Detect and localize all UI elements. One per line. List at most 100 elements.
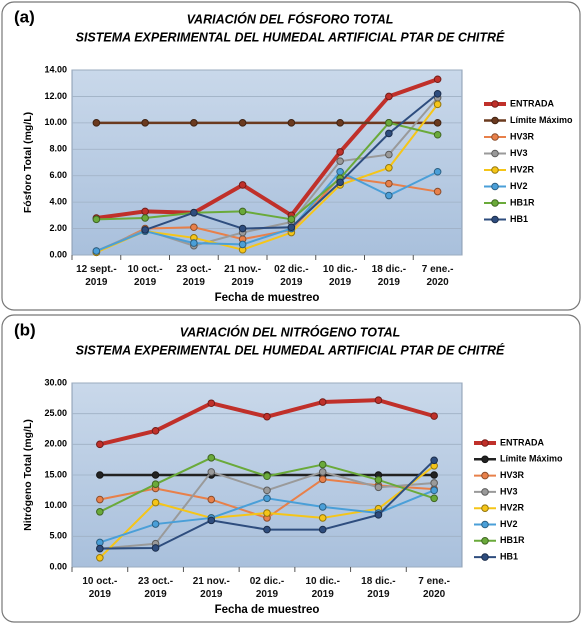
y-tick-label: 6.00 (49, 170, 67, 180)
legend-label: HV3R (500, 470, 525, 480)
x-tick-label: 02 dic.- 2019 (249, 576, 285, 600)
legend-label: ENTRADA (510, 98, 554, 108)
data-point (374, 511, 383, 519)
y-tick-label: 30.00 (44, 377, 67, 387)
y-tick-label: 8.00 (49, 144, 67, 154)
data-point (263, 494, 271, 503)
data-point (433, 167, 442, 176)
data-point (430, 456, 438, 465)
data-point (318, 503, 327, 511)
data-point (96, 471, 104, 479)
legend-label: HV2 (500, 519, 518, 529)
data-point (374, 476, 383, 484)
legend-marker (481, 520, 489, 529)
data-point (207, 495, 216, 504)
series-line (95, 170, 439, 252)
legend-marker (491, 199, 499, 207)
data-point (151, 520, 160, 528)
data-point (141, 207, 149, 216)
y-axis-title: Nitrógeno Total (mg/L) (22, 419, 34, 531)
legend-label: HV2R (510, 164, 535, 174)
y-tick-label: 14.00 (44, 64, 67, 74)
series-line (96, 121, 438, 221)
chart-subtitle: SISTEMA EXPERIMENTAL DEL HUMEDAL ARTIFIC… (76, 342, 505, 357)
data-point (151, 480, 160, 489)
x-axis-title: Fecha de muestreo (215, 604, 320, 616)
data-point (151, 427, 160, 435)
legend-marker (491, 182, 499, 191)
y-tick-label: 10.00 (44, 117, 67, 127)
data-point (96, 538, 104, 547)
legend-marker (481, 553, 489, 561)
data-point (385, 191, 393, 200)
data-point (96, 440, 104, 449)
data-point (385, 163, 393, 172)
x-tick-label: 10 dic.- 2019 (322, 264, 358, 288)
data-point (263, 525, 271, 534)
data-point (238, 240, 247, 249)
legend-marker (481, 504, 489, 513)
x-tick-label: 7 ene.- 2020 (421, 264, 454, 288)
data-point (263, 412, 271, 421)
y-tick-label: 20.00 (44, 439, 67, 449)
data-point (430, 412, 438, 420)
x-tick-label: 10 oct.- 2019 (127, 264, 163, 288)
legend-label: Límite Máximo (510, 115, 573, 125)
x-tick-label: 21 nov.- 2019 (192, 576, 230, 600)
data-point (263, 509, 271, 517)
data-point (374, 396, 383, 404)
legend-marker (491, 100, 499, 108)
data-point (336, 148, 344, 156)
data-point (92, 247, 101, 255)
x-tick-label: 10 oct.- 2019 (82, 576, 118, 600)
legend-label: HV2R (500, 503, 525, 513)
data-point (385, 179, 393, 188)
series-line (95, 176, 438, 254)
x-tick-label: 23 oct.- 2019 (176, 264, 212, 288)
data-point (151, 498, 160, 507)
data-point (433, 89, 442, 98)
data-point (238, 119, 247, 127)
data-point (336, 178, 344, 187)
legend-label: HB1 (500, 551, 518, 561)
data-point (263, 472, 271, 481)
data-point (207, 399, 216, 408)
data-point (96, 495, 104, 504)
panel-label: (b) (14, 320, 36, 339)
legend-marker (491, 133, 499, 141)
data-point (238, 207, 247, 216)
data-point (151, 471, 160, 479)
x-tick-label: 21 nov.- 2019 (224, 264, 262, 288)
data-point (433, 119, 442, 127)
data-point (430, 486, 438, 495)
data-point (96, 508, 104, 516)
data-point (207, 516, 216, 525)
legend-marker (481, 439, 489, 447)
data-point (287, 119, 296, 127)
data-point (318, 468, 327, 476)
x-tick-label: 10 dic.- 2019 (305, 576, 340, 600)
data-point (141, 119, 149, 127)
data-point (141, 226, 149, 234)
legend-label: HV3 (510, 148, 528, 158)
y-tick-label: 2.00 (49, 223, 67, 233)
data-point (374, 483, 383, 492)
data-point (318, 475, 327, 484)
data-point (287, 223, 296, 232)
legend-label: HV3 (500, 486, 518, 496)
legend-marker (481, 471, 489, 480)
data-point (430, 479, 438, 487)
legend-label: HB1 (510, 214, 528, 224)
data-point (151, 544, 160, 552)
y-axis-title: Fósforo Total (mg/L) (22, 112, 34, 213)
y-tick-label: 10.00 (44, 500, 67, 510)
data-point (92, 215, 101, 224)
data-point (336, 167, 344, 176)
data-point (433, 187, 442, 196)
panel-label: (a) (14, 7, 35, 26)
chart-title: VARIACIÓN DEL FÓSFORO TOTAL (187, 11, 394, 26)
x-tick-label: 02 dic.- 2019 (274, 264, 309, 288)
data-point (385, 150, 393, 159)
y-tick-label: 0.00 (49, 249, 67, 259)
